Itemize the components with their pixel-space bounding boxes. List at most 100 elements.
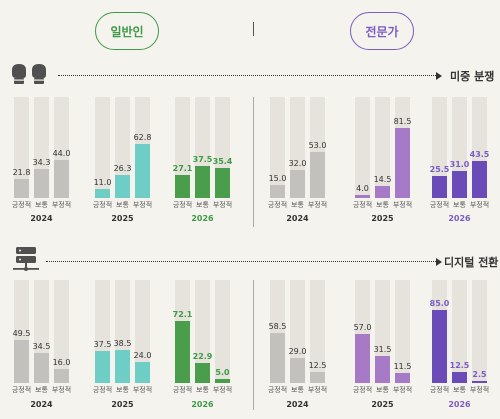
category-label: 긍정적 (429, 201, 450, 209)
category-label: 긍정적 (267, 201, 288, 209)
section-title-trade-dispute: 미중 분쟁 (450, 70, 495, 83)
year-label: 2026 (448, 214, 471, 223)
bottom-panel-separator (253, 280, 254, 410)
bar-value-label: 85.0 (429, 298, 450, 308)
bar-value-label: 62.8 (133, 132, 152, 142)
expert-label: 전문가 (350, 12, 414, 50)
bar-expert-2025-2 (395, 373, 410, 383)
section-divider-1 (58, 75, 436, 76)
year-label: 2024 (286, 214, 309, 223)
bar-value-label: 15.0 (268, 174, 287, 184)
category-label: 긍정적 (352, 386, 373, 394)
bar-expert-2025-0 (355, 333, 370, 383)
bar-general-2025-2 (135, 362, 150, 383)
category-label: 보통 (453, 386, 466, 394)
bar-general-2026-1 (195, 363, 210, 383)
bar-general-2026-1 (195, 165, 210, 198)
year-label: 2026 (191, 400, 214, 409)
bar-track (432, 97, 447, 198)
header-separator (253, 22, 254, 36)
bar-track (195, 280, 210, 383)
bar-expert-2026-2 (472, 160, 487, 198)
category-label: 부정적 (392, 386, 413, 394)
bar-expert-2024-1 (290, 358, 305, 383)
category-label: 긍정적 (11, 386, 32, 394)
bar-general-2025-0 (95, 350, 110, 383)
bar-track (95, 97, 110, 198)
year-label: 2025 (111, 214, 134, 223)
category-label: 보통 (453, 201, 466, 209)
bar-track (310, 280, 325, 383)
boxing-gloves-icon (12, 64, 46, 84)
bar-expert-2024-0 (270, 332, 285, 383)
category-label: 부정적 (132, 201, 153, 209)
bar-value-label: 35.4 (212, 156, 233, 166)
year-label: 2026 (448, 400, 471, 409)
bar-value-label: 5.0 (215, 367, 230, 377)
bar-expert-2024-2 (310, 152, 325, 198)
bar-track (472, 280, 487, 383)
bar-value-label: 25.5 (429, 165, 450, 175)
bar-value-label: 72.1 (172, 309, 193, 319)
category-label: 보통 (196, 201, 209, 209)
bar-value-label: 12.5 (308, 361, 327, 371)
category-label: 긍정적 (429, 386, 450, 394)
bar-expert-2025-0 (355, 194, 370, 198)
category-label: 보통 (291, 386, 304, 394)
bar-expert-2026-0 (432, 176, 447, 198)
category-label: 부정적 (469, 201, 490, 209)
bar-general-2025-2 (135, 143, 150, 198)
bar-value-label: 2.5 (472, 369, 487, 379)
bar-value-label: 11.0 (93, 177, 112, 187)
bar-value-label: 16.0 (52, 358, 71, 368)
bar-value-label: 34.5 (32, 342, 51, 352)
bar-value-label: 11.5 (393, 362, 412, 372)
bar-value-label: 4.0 (356, 183, 369, 193)
year-label: 2025 (371, 400, 394, 409)
category-label: 보통 (35, 201, 48, 209)
bar-track (175, 97, 190, 198)
year-label: 2024 (286, 400, 309, 409)
bar-expert-2025-2 (395, 127, 410, 198)
bar-track (135, 280, 150, 383)
bar-track (395, 280, 410, 383)
arrow-head-icon (436, 71, 442, 80)
category-label: 긍정적 (92, 201, 113, 209)
bar-value-label: 12.5 (449, 361, 470, 371)
bar-value-label: 37.5 (93, 339, 112, 349)
bar-value-label: 21.8 (12, 168, 31, 178)
category-label: 부정적 (51, 386, 72, 394)
bar-general-2025-1 (115, 349, 130, 383)
bar-expert-2024-2 (310, 372, 325, 383)
category-label: 보통 (116, 386, 129, 394)
bar-track (270, 97, 285, 198)
category-label: 부정적 (469, 386, 490, 394)
bar-general-2026-2 (215, 167, 230, 198)
category-label: 보통 (376, 386, 389, 394)
bar-expert-2026-2 (472, 380, 487, 383)
bar-value-label: 31.5 (373, 344, 392, 354)
category-label: 긍정적 (267, 386, 288, 394)
category-label: 긍정적 (11, 201, 32, 209)
top-panel-separator (253, 97, 254, 227)
bar-value-label: 29.0 (288, 347, 307, 357)
bar-value-label: 22.9 (192, 352, 213, 362)
category-label: 긍정적 (172, 386, 193, 394)
bar-general-2026-0 (175, 174, 190, 198)
category-label: 보통 (291, 201, 304, 209)
bar-value-label: 37.5 (192, 154, 213, 164)
bar-general-2024-0 (14, 340, 29, 383)
bar-expert-2024-0 (270, 185, 285, 198)
bar-general-2024-1 (34, 168, 49, 198)
bar-value-label: 24.0 (133, 351, 152, 361)
category-label: 보통 (376, 201, 389, 209)
bar-general-2026-2 (215, 378, 230, 383)
bar-expert-2025-1 (375, 355, 390, 383)
year-label: 2025 (111, 400, 134, 409)
bar-value-label: 34.3 (32, 157, 51, 167)
general-public-label: 일반인 (95, 12, 159, 50)
bar-track (215, 280, 230, 383)
bar-track (290, 280, 305, 383)
category-label: 긍정적 (172, 201, 193, 209)
bar-general-2024-2 (54, 369, 69, 383)
